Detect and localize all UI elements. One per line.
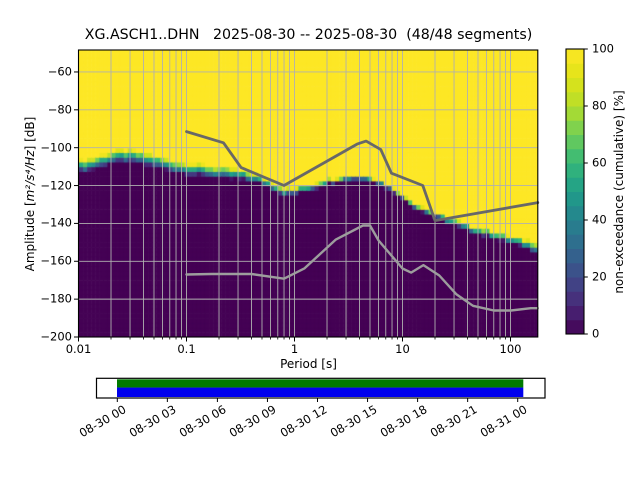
x-tick-label: 10 <box>395 342 410 356</box>
x-tick-label: 1 <box>290 342 299 356</box>
high-noise-model-line <box>185 130 540 222</box>
x-tick-label: 100 <box>499 342 522 356</box>
colorbar-step <box>566 220 584 235</box>
colorbar-tick-label: 20 <box>592 269 607 284</box>
y-tick-label: −140 <box>40 215 72 230</box>
colorbar-label: non-exceedance (cumulative) [%] <box>612 90 626 294</box>
colorbar-step <box>566 248 584 264</box>
timeline-data-strip <box>117 387 524 397</box>
plot-border <box>77 49 539 338</box>
x-axis-label: Period [s] <box>280 357 337 371</box>
colorbar-step <box>566 77 584 93</box>
y-tick-label: −80 <box>47 102 72 117</box>
colorbar-step <box>566 262 584 278</box>
colorbar-step <box>566 234 584 249</box>
colorbar <box>565 48 588 335</box>
colorbar-step <box>566 319 584 335</box>
colorbar-step <box>566 277 584 292</box>
x-tick-label: 0.01 <box>65 342 92 356</box>
colorbar-border <box>565 48 585 335</box>
colorbar-tick-label: 80 <box>592 98 607 113</box>
colorbar-step <box>566 148 584 164</box>
colorbar-step <box>566 106 584 121</box>
colorbar-step <box>566 134 584 150</box>
colorbar-tick-label: 40 <box>592 212 607 227</box>
colorbar-step <box>566 205 584 221</box>
y-tick-label: −180 <box>40 291 72 306</box>
colorbar-step <box>566 191 584 207</box>
colorbar-tick-label: 0 <box>592 326 600 341</box>
y-tick-label: −120 <box>40 178 72 193</box>
colorbar-step <box>566 177 584 192</box>
y-tick-label: −160 <box>40 253 72 268</box>
colorbar-tick-label: 60 <box>592 155 607 170</box>
y-axis-label-units: m²/s⁴/Hz <box>23 150 37 202</box>
timeline-processed-strip <box>117 379 524 388</box>
colorbar-tick-label: 100 <box>592 41 614 56</box>
y-tick-label: −200 <box>40 329 72 344</box>
colorbar-step <box>566 63 584 78</box>
colorbar-step <box>566 91 584 107</box>
low-noise-model-line <box>185 224 539 312</box>
axes-frame <box>74 49 539 342</box>
y-tick-label: −60 <box>47 64 72 79</box>
timeline-coverage-bar <box>95 377 546 402</box>
y-axis-label: Amplitude [m²/s⁴/Hz] [dB] <box>23 117 37 272</box>
colorbar-step <box>566 305 584 321</box>
colorbar-step <box>566 163 584 178</box>
colorbar-step <box>566 49 584 64</box>
colorbar-step <box>566 291 584 306</box>
plot-gridlines <box>78 50 538 337</box>
plot-title: XG.ASCH1..DHN 2025-08-30 -- 2025-08-30 (… <box>84 27 533 43</box>
y-tick-label: −100 <box>40 140 72 155</box>
ppsd-heatmap <box>79 50 538 337</box>
x-tick-label: 0.1 <box>177 342 196 356</box>
colorbar-step <box>566 120 584 135</box>
